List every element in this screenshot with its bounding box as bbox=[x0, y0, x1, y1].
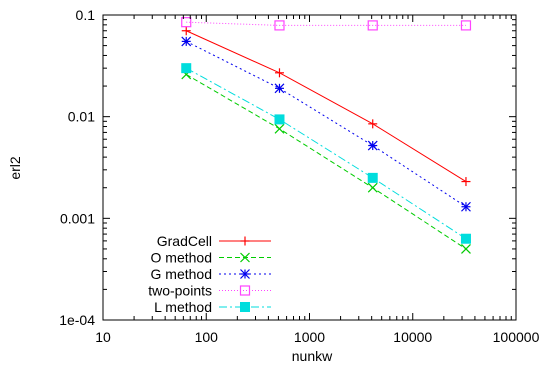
data-layer bbox=[181, 17, 472, 254]
series-gradcell bbox=[181, 26, 471, 187]
legend-marker bbox=[240, 302, 250, 312]
data-point bbox=[274, 20, 285, 31]
data-point bbox=[274, 123, 285, 134]
legend-marker bbox=[240, 269, 250, 279]
legend-entry: G method bbox=[151, 266, 271, 282]
legend-marker bbox=[240, 236, 250, 246]
y-axis-label: erl2 bbox=[7, 156, 23, 180]
y-tick-label: 0.001 bbox=[60, 210, 95, 226]
data-point bbox=[181, 36, 192, 47]
data-point bbox=[368, 119, 378, 129]
legend-marker bbox=[239, 285, 251, 296]
data-point bbox=[367, 182, 378, 193]
series-two-points bbox=[181, 17, 472, 31]
data-point bbox=[181, 26, 191, 36]
tick-layer: 10 100 1000 10000 100000 1e-04 0.001 0.01 0.1 bbox=[59, 7, 539, 345]
series-line bbox=[185, 74, 467, 250]
legend-label: two-points bbox=[148, 283, 212, 299]
series-line bbox=[186, 21, 466, 26]
series-line bbox=[186, 30, 467, 182]
series-l-method bbox=[181, 63, 471, 244]
legend-entry: two-points bbox=[148, 283, 271, 299]
legend-label: GradCell bbox=[157, 233, 212, 249]
data-point bbox=[367, 140, 378, 151]
data-point bbox=[367, 20, 378, 31]
legend-label: G method bbox=[151, 266, 212, 282]
series-o-method bbox=[181, 69, 471, 254]
legend-marker bbox=[240, 252, 250, 263]
x-tick-label: 10 bbox=[95, 329, 111, 345]
series-line bbox=[186, 40, 467, 208]
data-point bbox=[274, 114, 285, 125]
legend-entry: O method bbox=[151, 250, 271, 266]
series-line bbox=[185, 67, 467, 240]
y-tick-label: 0.1 bbox=[76, 7, 96, 23]
data-point bbox=[274, 68, 284, 78]
x-tick-label: 1000 bbox=[294, 329, 325, 345]
legend-entry: GradCell bbox=[157, 233, 271, 249]
data-point bbox=[274, 83, 285, 94]
y-tick-label: 1e-04 bbox=[59, 312, 95, 328]
legend-label: L method bbox=[154, 299, 212, 315]
series-g-method bbox=[181, 36, 471, 212]
data-point bbox=[461, 177, 471, 187]
data-point bbox=[461, 201, 471, 212]
x-tick-label: 100 bbox=[195, 329, 219, 345]
x-tick-label: 10000 bbox=[393, 329, 432, 345]
data-point bbox=[181, 63, 192, 74]
data-point bbox=[460, 20, 472, 31]
legend-label: O method bbox=[151, 250, 212, 266]
data-point bbox=[461, 244, 471, 254]
legend-entry: L method bbox=[154, 299, 271, 315]
x-tick-label: 100000 bbox=[493, 329, 539, 345]
data-point bbox=[460, 233, 471, 244]
data-point bbox=[367, 172, 378, 183]
x-axis-label: nunkw bbox=[292, 348, 333, 364]
y-tick-label: 0.01 bbox=[68, 109, 95, 125]
data-point bbox=[181, 17, 192, 28]
